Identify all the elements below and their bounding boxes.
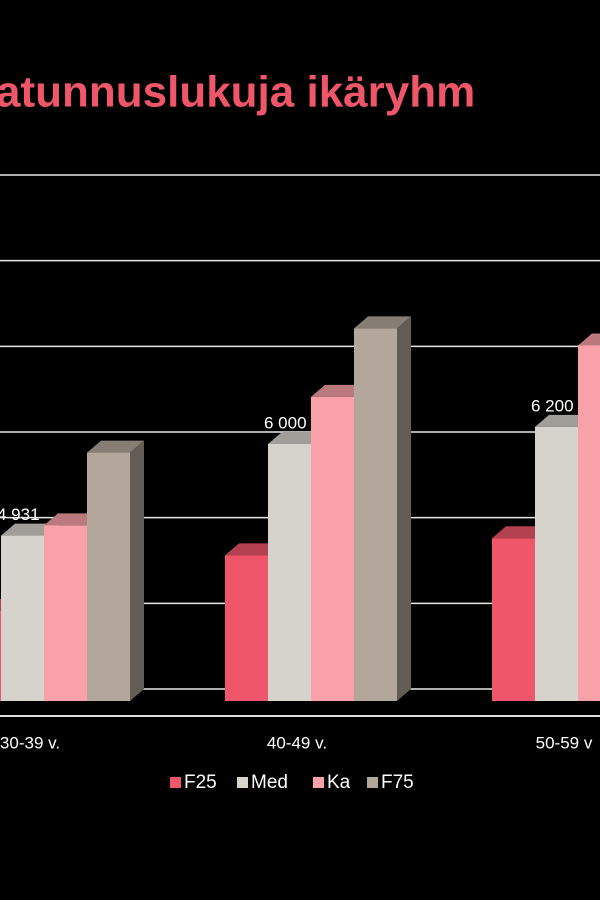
bar-top [268,432,325,444]
bar-top [492,526,549,539]
data-label: 6 200 [531,396,574,415]
bar [311,396,354,701]
bar-top [225,543,282,556]
x-tick-label: 40-49 v. [267,733,327,752]
legend-swatch [237,777,248,788]
bar [1,535,44,701]
legend-swatch [313,777,324,788]
legend-swatch [367,777,378,788]
x-tick-label: 30-39 v. [0,733,60,752]
bar [225,555,268,701]
bar-top [44,513,101,526]
chart-title: atunnuslukuja ikäryhm [0,68,475,117]
legend-label: Ka [327,772,351,793]
bar-top [311,384,368,397]
bar [535,426,578,701]
x-tick-label: 50-59 v [536,733,593,752]
bar-side [397,316,411,701]
legend-label: Med [251,772,288,793]
bar [44,525,87,701]
data-label: 4 931 [0,505,40,524]
bar [354,328,397,701]
bar-top [354,316,411,329]
bar [268,444,311,701]
bar [0,611,1,701]
bar-top [87,440,144,453]
bar-top [578,333,600,346]
bar-side [130,440,144,701]
bar [492,538,535,701]
bar [87,452,130,701]
bar [578,345,600,701]
legend-swatch [170,777,181,788]
bar-top [535,414,592,427]
legend-label: F25 [184,772,217,793]
bar-top [1,523,58,536]
data-label: 6 000 [264,413,307,432]
legend-label: F75 [381,772,414,793]
